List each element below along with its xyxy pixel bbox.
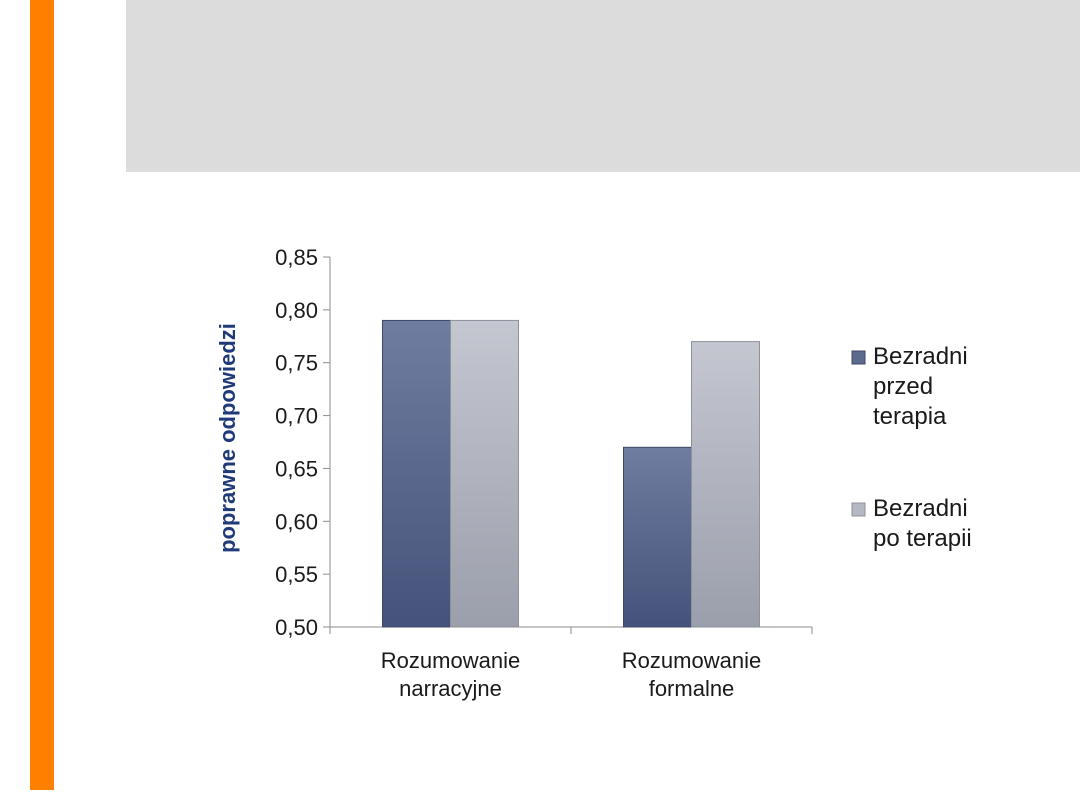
y-tick-label: 0,65 bbox=[275, 456, 318, 481]
y-tick-label: 0,50 bbox=[275, 615, 318, 640]
bar bbox=[450, 319, 519, 628]
legend-label: przed bbox=[873, 373, 933, 400]
x-category-label: Rozumowanie bbox=[622, 648, 761, 673]
bar bbox=[691, 341, 760, 628]
x-category-label: Rozumowanie bbox=[381, 648, 520, 673]
legend-label: terapia bbox=[873, 403, 947, 430]
legend-label: po terapii bbox=[873, 525, 972, 552]
y-axis-title: poprawne odpowiedzi bbox=[215, 323, 240, 553]
accent-bar bbox=[30, 0, 54, 790]
legend-label: Bezradni bbox=[873, 495, 968, 522]
y-tick-label: 0,55 bbox=[275, 562, 318, 587]
y-tick-label: 0,75 bbox=[275, 351, 318, 376]
legend-swatch bbox=[851, 502, 866, 517]
header-band bbox=[126, 0, 1080, 172]
y-tick-label: 0,80 bbox=[275, 298, 318, 323]
x-category-label: formalne bbox=[649, 676, 735, 701]
x-category-label: narracyjne bbox=[399, 676, 502, 701]
y-tick-label: 0,60 bbox=[275, 509, 318, 534]
y-tick-label: 0,70 bbox=[275, 404, 318, 429]
legend-label: Bezradni bbox=[873, 343, 968, 370]
chart-legend: Bezradni przed terapia Bezradni po terapii bbox=[851, 343, 972, 552]
y-tick-label: 0,85 bbox=[275, 245, 318, 270]
bar bbox=[382, 319, 451, 628]
chart-labels: 0,50 0,55 0,60 0,65 0,70 0,75 0,80 0,85 Rozumowa… bbox=[215, 245, 761, 701]
bar bbox=[623, 446, 692, 628]
legend-swatch bbox=[851, 350, 866, 365]
chart-bars bbox=[382, 319, 760, 628]
